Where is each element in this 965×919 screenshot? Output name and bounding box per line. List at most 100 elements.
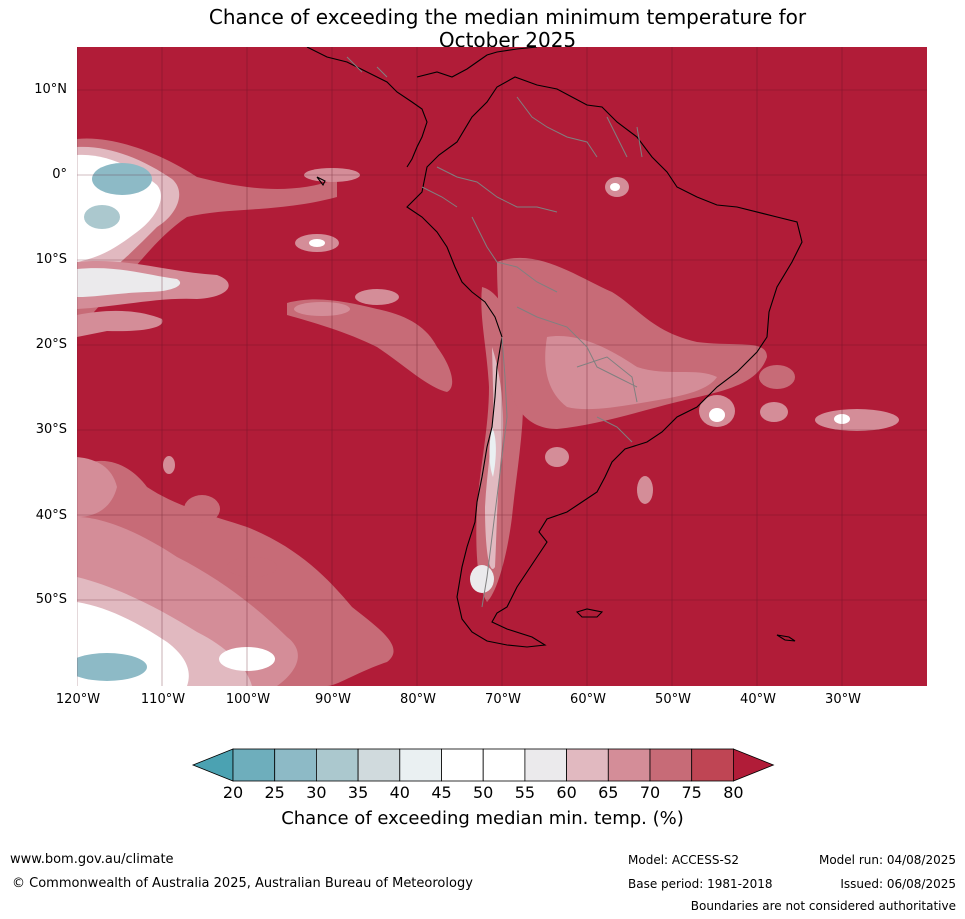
legend-segments (191, 748, 775, 782)
legend-segment (566, 748, 609, 782)
lat-label-0: 0° (52, 167, 67, 182)
lat-label-20s: 20°S (35, 337, 67, 352)
patch-pacific-mid-3 (294, 302, 350, 316)
border-peru-brazil (471, 216, 558, 293)
patch-uruguay (545, 447, 569, 467)
forecast-map (77, 47, 927, 686)
country-borders (346, 56, 643, 608)
footer-issued: Issued: 06/08/2025 (840, 877, 956, 891)
legend-tick-label: 70 (639, 783, 661, 802)
patch-pacific-mid-4 (355, 289, 399, 305)
coastline-falklands (575, 608, 604, 618)
lon-label-60w: 60°W (570, 692, 606, 707)
patch-pacific-35s (163, 456, 175, 474)
border-argentina-chile (481, 336, 508, 608)
footer-website: www.bom.gov.au/climate (10, 852, 174, 867)
patch-amazon-w (610, 183, 620, 191)
legend-tick-label: 55 (514, 783, 536, 802)
legend-segment (607, 748, 651, 782)
border-ecuador (421, 186, 458, 208)
title-line-1: Chance of exceeding the median minimum t… (208, 5, 807, 29)
legend-tick-label: 20 (222, 783, 244, 802)
lon-label-90w: 90°W (315, 692, 351, 707)
legend-arrow-high (733, 748, 775, 782)
patch-pacific-47s (227, 557, 277, 577)
patch-patagonia-white (470, 565, 494, 593)
coastline-south-america (406, 76, 803, 648)
footer-model-run: Model run: 04/08/2025 (818, 853, 956, 867)
patch-central-sa-light (545, 336, 717, 410)
legend-tick-label: 50 (473, 783, 494, 802)
legend-segment (691, 748, 734, 782)
patch-pacific-band-inner (77, 268, 181, 297)
legend-arrow-low (191, 748, 234, 782)
coastline-south-georgia (776, 634, 796, 642)
legend-segment (441, 748, 484, 782)
legend-label: Chance of exceeding median min. temp. (%… (281, 808, 684, 829)
coastline-central-america (306, 47, 428, 168)
coastline-caribbean (416, 47, 538, 78)
legend-tick-label: 40 (389, 783, 410, 802)
patch-pacific-cool (92, 163, 152, 195)
legend-tick-label: 60 (556, 783, 577, 802)
border-colombia-brazil (436, 166, 558, 213)
chart-title: Chance of exceeding the median minimum t… (0, 6, 965, 52)
coastlines (306, 47, 803, 648)
patch-pacific-cool-2 (84, 205, 120, 229)
patch-south-pacific-cool (77, 653, 147, 681)
legend-segment (649, 748, 693, 782)
legend-tick-label: 30 (306, 783, 327, 802)
legend-segment (524, 748, 567, 782)
color-legend-bar (191, 748, 775, 782)
legend-tick-label: 65 (598, 783, 619, 802)
patch-pacific-mid-1w (309, 239, 325, 247)
footer-base-period: Base period: 1981-2018 (628, 877, 773, 891)
lon-label-100w: 100°W (225, 692, 271, 707)
lon-label-50w: 50°W (655, 692, 691, 707)
legend-segment (399, 748, 442, 782)
legend-segment (482, 748, 526, 782)
lon-label-80w: 80°W (400, 692, 436, 707)
patch-atlantic-4 (759, 365, 795, 389)
patch-pacific-40s (184, 495, 220, 523)
lon-label-40w: 40°W (740, 692, 776, 707)
patch-atlantic-1w (709, 408, 725, 422)
border-central-america (346, 56, 388, 78)
patch-atlantic-2 (760, 402, 788, 422)
lon-label-110w: 110°W (140, 692, 186, 707)
patch-pacific-mid-2 (287, 299, 453, 392)
legend-segment (316, 748, 359, 782)
patch-andes-white (489, 427, 496, 477)
legend-segment (274, 748, 317, 782)
lat-label-10n: 10°N (34, 82, 67, 97)
footer-copyright: © Commonwealth of Australia 2025, Austra… (12, 876, 473, 891)
legend-segment (232, 748, 276, 782)
border-bolivia (516, 306, 638, 388)
lat-label-50s: 50°S (35, 592, 67, 607)
border-guianas (606, 116, 643, 158)
title-line-2: October 2025 (438, 28, 577, 52)
graticule (77, 47, 927, 686)
legend-tick-label: 45 (431, 783, 452, 802)
patch-atlantic-3 (815, 409, 899, 431)
footer-model: Model: ACCESS-S2 (628, 853, 740, 867)
lat-label-40s: 40°S (35, 508, 67, 523)
lon-label-120w: 120°W (55, 692, 101, 707)
coastline-galapagos (316, 176, 326, 187)
legend-tick-label: 35 (347, 783, 369, 802)
lon-label-70w: 70°W (485, 692, 521, 707)
patch-pacific-south (77, 310, 163, 337)
legend-tick-label: 75 (681, 783, 702, 802)
border-paraguay (576, 356, 638, 403)
lat-label-30s: 30°S (35, 422, 67, 437)
lat-label-10s: 10°S (35, 252, 67, 267)
footer-disclaimer: Boundaries are not considered authoritat… (690, 899, 956, 913)
probability-patches (77, 138, 899, 686)
legend-tick-label: 25 (264, 783, 285, 802)
legend-segment (357, 748, 401, 782)
lon-label-30w: 30°W (825, 692, 861, 707)
legend-tick-label: 80 (723, 783, 744, 802)
patch-atlantic-5 (637, 476, 653, 504)
patch-southwest-edge (77, 457, 117, 517)
border-uruguay (596, 416, 633, 443)
